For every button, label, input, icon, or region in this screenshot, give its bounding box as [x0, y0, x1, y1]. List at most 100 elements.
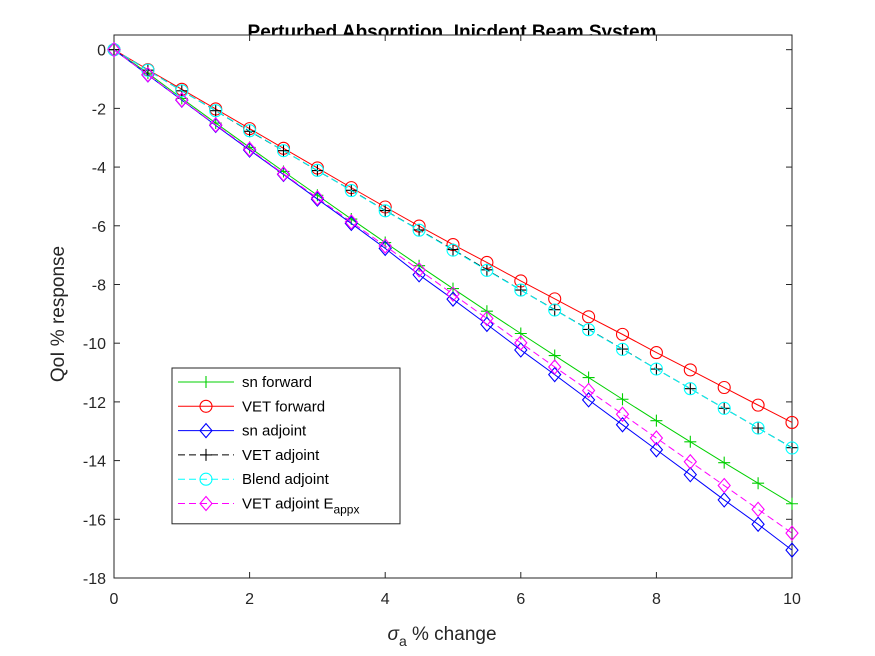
data-point — [108, 43, 120, 56]
y-tick-label: -12 — [83, 395, 106, 412]
data-point — [243, 124, 257, 138]
data-point — [683, 363, 697, 377]
data-point — [751, 398, 765, 412]
data-point — [616, 343, 629, 356]
data-point — [141, 66, 155, 83]
data-point — [751, 421, 765, 435]
data-point — [751, 501, 765, 518]
legend-item: VET adjoint — [178, 447, 320, 464]
x-tick-label: 6 — [516, 591, 525, 608]
data-point — [650, 414, 663, 427]
legend-item: VET forward — [178, 398, 325, 415]
data-point — [752, 422, 765, 435]
data-point — [480, 263, 493, 276]
y-tick-label: -18 — [83, 571, 106, 588]
data-point — [208, 116, 223, 133]
data-point — [514, 283, 528, 297]
data-point — [615, 327, 630, 341]
legend-item: sn forward — [178, 374, 312, 391]
data-point — [717, 492, 731, 508]
data-point — [615, 406, 630, 423]
y-tick-label: -4 — [92, 160, 106, 177]
legend-item: Blend adjoint — [178, 471, 330, 488]
data-point — [514, 327, 527, 340]
data-point — [649, 430, 664, 446]
axis-ticks: 0 2 4 6 8 10 0 -2 -4 -6 -8 -10 -12 -14 -16 -18 — [83, 35, 801, 608]
data-point — [786, 497, 798, 510]
data-point — [344, 184, 358, 198]
legend-label-text: VET adjoint — [242, 447, 320, 464]
data-point — [616, 393, 629, 406]
data-point — [684, 382, 697, 395]
data-point — [378, 238, 392, 254]
legend-marker — [199, 422, 213, 439]
legend-item: VET adjoint Eappx — [178, 496, 359, 517]
data-point — [310, 191, 325, 207]
data-point — [378, 204, 392, 218]
data-point — [582, 371, 595, 384]
legend-label: sn adjoint — [242, 423, 307, 440]
data-point — [412, 223, 426, 237]
data-point — [276, 165, 291, 182]
data-point — [615, 416, 630, 433]
data-point — [310, 163, 324, 177]
data-point — [446, 286, 460, 303]
legend-marker — [200, 448, 212, 461]
data-point — [582, 310, 596, 324]
legend-marker — [199, 495, 213, 512]
data-point — [649, 346, 663, 360]
y-tick-label: -16 — [83, 512, 106, 529]
data-point — [683, 382, 697, 396]
data-point — [344, 215, 359, 232]
data-point — [175, 92, 189, 108]
data-point — [310, 190, 325, 206]
legend-label: VET adjoint Eappx — [242, 496, 359, 517]
data-point — [107, 41, 121, 58]
x-tick-label: 2 — [245, 591, 254, 608]
data-point — [751, 516, 765, 533]
legend-marker — [199, 472, 213, 486]
data-point — [242, 141, 257, 158]
series-line — [113, 49, 793, 551]
data-point — [547, 359, 562, 375]
data-point — [514, 342, 528, 358]
data-point — [242, 142, 257, 158]
legend-marker — [200, 376, 212, 388]
y-tick-label: -14 — [83, 454, 106, 471]
data-point — [717, 401, 731, 415]
legend-label-text: VET adjoint E — [242, 496, 333, 513]
data-point — [581, 382, 596, 399]
data-point — [717, 477, 731, 494]
data-point — [615, 342, 630, 356]
data-point — [649, 362, 663, 376]
legend-label: VET adjoint — [242, 447, 320, 464]
x-tick-label: 10 — [783, 591, 801, 608]
data-point — [718, 456, 731, 469]
data-point — [276, 144, 291, 158]
data-point — [379, 204, 392, 217]
data-point — [378, 240, 392, 257]
data-point — [209, 104, 222, 117]
y-tick-label: -2 — [92, 101, 106, 118]
data-point — [480, 316, 494, 333]
series-line — [113, 49, 793, 534]
legend-label: Blend adjoint — [242, 471, 330, 488]
data-point — [209, 104, 223, 118]
x-tick-label: 0 — [110, 591, 119, 608]
data-point — [175, 84, 189, 98]
x-tick-label: 4 — [381, 591, 390, 608]
y-tick-label: -8 — [92, 277, 106, 294]
data-point — [785, 525, 799, 541]
legend-label: sn forward — [242, 374, 312, 391]
data-point — [683, 466, 698, 483]
y-axis-label: QoI % response — [48, 246, 69, 382]
series-line — [113, 49, 793, 449]
data-point — [243, 125, 256, 138]
series-6 — [107, 41, 799, 541]
series-layer — [107, 41, 799, 558]
y-tick-label: -6 — [92, 219, 106, 236]
legend-label-text: VET forward — [242, 398, 325, 415]
x-axis-label: σa % change — [387, 624, 496, 649]
legend-label-text: Blend adjoint — [242, 471, 330, 488]
